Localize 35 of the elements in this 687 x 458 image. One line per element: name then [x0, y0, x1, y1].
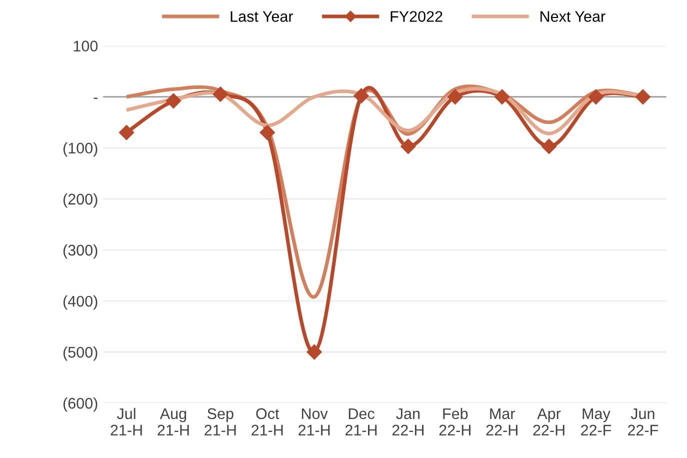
point [541, 138, 557, 154]
point [494, 89, 510, 104]
x-tick-label: Feb 22-H [439, 408, 470, 436]
point [118, 124, 134, 140]
y-tick-label: (400) [63, 295, 98, 310]
point [260, 124, 275, 140]
x-tick-label: Jul 21-H [110, 408, 142, 436]
x-tick-label: Nov 21-H [298, 408, 330, 436]
point [635, 89, 650, 104]
point [306, 344, 322, 360]
x-tick-label: Aug 21-H [158, 408, 189, 436]
x-tick-label: Mar 22-H [486, 408, 518, 436]
x-tick-label: Apr 22-H [533, 408, 564, 436]
legend-label: Last Year [230, 11, 294, 22]
legend-label: FY2022 [390, 11, 442, 22]
point [400, 138, 416, 154]
y-tick-label: (100) [63, 142, 98, 157]
x-tick-label: Sep 21-H [204, 408, 236, 436]
point [588, 89, 604, 104]
point [212, 86, 228, 102]
y-tick-label: (600) [63, 398, 98, 412]
y-tick-label: (200) [63, 193, 98, 208]
x-tick-label: Jan 22-H [392, 408, 424, 436]
y-tick-label: 100 [74, 40, 98, 52]
point [448, 89, 463, 104]
y-tick-label: (300) [63, 244, 98, 259]
x-tick-label: May 22-F [581, 408, 612, 436]
x-tick-label: Dec 21-H [345, 408, 377, 436]
point [166, 93, 182, 108]
x-tick-label: Jun 22-F [628, 408, 658, 436]
x-tick-label: Oct 21-H [252, 408, 283, 436]
point [354, 88, 369, 104]
y-tick-label: - [94, 98, 98, 99]
y-tick-label: (500) [63, 346, 98, 361]
legend-label: Next Year [540, 11, 606, 22]
